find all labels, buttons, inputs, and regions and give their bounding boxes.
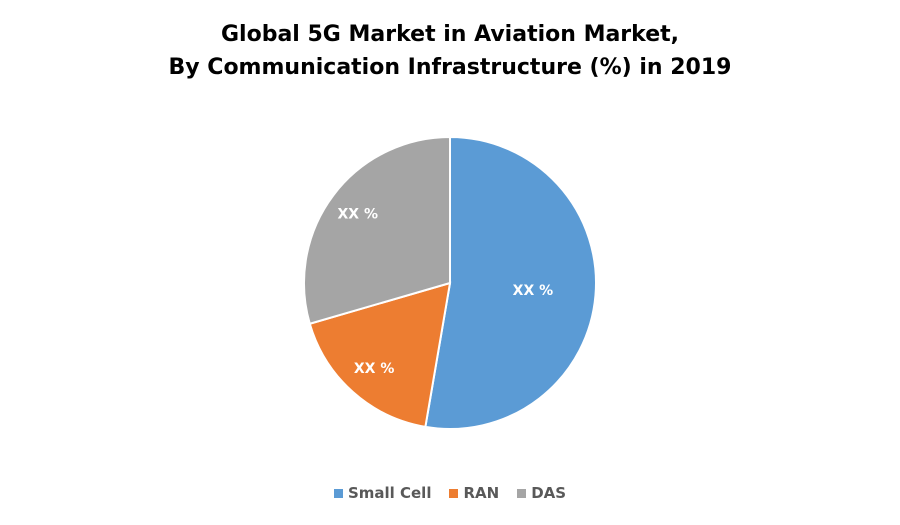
chart-title: Global 5G Market in Aviation Market, By … — [0, 18, 900, 84]
legend-label-das: DAS — [531, 484, 567, 502]
legend-label-ran: RAN — [463, 484, 500, 502]
legend-swatch-das — [517, 488, 527, 498]
pie-slice-ran — [308, 281, 452, 429]
legend-item-ran: RAN — [449, 484, 499, 502]
legend: Small Cell RAN DAS — [0, 484, 900, 502]
pie-slice-das — [303, 135, 451, 325]
legend-item-das: DAS — [517, 484, 566, 502]
legend-swatch-small-cell — [333, 488, 343, 498]
data-label-das: XX % — [338, 207, 379, 223]
legend-item-small-cell: Small Cell — [333, 484, 432, 502]
chart-title-line-2: By Communication Infrastructure (%) in 2… — [168, 55, 732, 80]
data-label-ran: XX % — [354, 361, 395, 377]
chart-title-line-1: Global 5G Market in Aviation Market, — [220, 22, 679, 47]
pie-slice-small-cell — [424, 135, 597, 430]
data-label-small-cell: XX % — [513, 283, 554, 299]
legend-label-small-cell: Small Cell — [347, 484, 432, 502]
legend-swatch-ran — [449, 488, 459, 498]
